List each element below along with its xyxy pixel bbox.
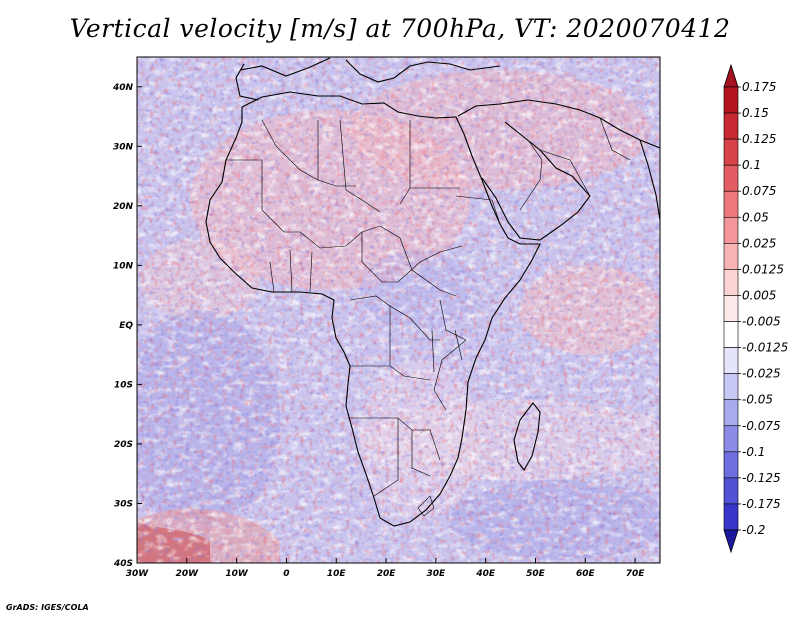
x-tick-label: 0 — [283, 569, 289, 579]
x-tick-label: 70E — [626, 569, 646, 579]
colorbar-label: -0.05 — [742, 393, 773, 407]
x-tick-label: 50E — [526, 569, 546, 579]
colorbar-label: -0.2 — [742, 523, 765, 537]
x-tick-label: 40E — [475, 569, 496, 579]
y-tick-label: 40S — [113, 559, 133, 569]
colorbar-top-arrow — [723, 63, 739, 88]
footer-credit: GrADS: IGES/COLA — [6, 603, 89, 612]
y-tick-label: 20N — [113, 202, 134, 212]
colorbar-label: 0.175 — [742, 80, 776, 94]
y-tick-label: 30N — [113, 142, 134, 152]
colorbar-segment — [723, 321, 739, 348]
colorbar-label: 0.0125 — [742, 262, 784, 276]
colorbar-label: -0.175 — [742, 497, 781, 511]
x-tick-label: 30E — [427, 569, 447, 579]
colorbar: 0.175 0.15 0.125 0.1 0.075 0.05 0.025 0.0125 0.0… — [723, 63, 788, 554]
colorbar-segment — [723, 347, 739, 374]
x-axis: 30W 20W 10W 0 10E 20E 30E 40E 50E 60E 70E — [126, 558, 646, 579]
velocity-field — [137, 57, 660, 563]
y-tick-label: 30S — [114, 499, 133, 509]
colorbar-segment — [723, 477, 739, 505]
colorbar-segment — [723, 269, 739, 296]
y-tick-label: 20S — [114, 440, 133, 450]
colorbar-segment — [723, 451, 739, 479]
colorbar-segment — [723, 295, 739, 322]
y-tick-label: 10N — [113, 261, 134, 271]
colorbar-label: -0.1 — [742, 445, 765, 459]
y-axis: 40S 30S 20S 10S EQ 10N 20N 30N 40N — [112, 83, 142, 569]
x-tick-label: 30W — [126, 569, 150, 579]
colorbar-label: -0.0125 — [742, 341, 788, 355]
colorbar-label: 0.1 — [742, 158, 761, 172]
colorbar-segment — [723, 164, 739, 192]
colorbar-label: 0.125 — [742, 132, 776, 146]
india-coastline — [639, 139, 660, 221]
colorbar-label: 0.025 — [742, 236, 776, 250]
x-tick-label: 20W — [176, 569, 200, 579]
colorbar-segment — [723, 373, 739, 401]
colorbar-segment — [723, 216, 739, 244]
colorbar-segment — [723, 190, 739, 218]
colorbar-label: -0.075 — [742, 419, 781, 433]
map-title: Vertical velocity [m/s] at 700hPa, VT: 2… — [69, 14, 731, 43]
colorbar-label: 0.05 — [742, 210, 769, 224]
colorbar-label: 0.005 — [742, 288, 776, 302]
colorbar-bottom-arrow — [723, 529, 739, 554]
y-tick-label: 40N — [112, 83, 134, 93]
madagascar-coastline — [513, 402, 541, 471]
colorbar-segment — [723, 399, 739, 427]
colorbar-segment — [723, 503, 739, 531]
x-tick-label: 60E — [576, 569, 596, 579]
colorbar-segment — [723, 425, 739, 453]
colorbar-segment — [723, 86, 739, 114]
x-tick-label: 20E — [377, 569, 397, 579]
iberia-coastline — [235, 63, 259, 101]
country-borders — [226, 117, 631, 517]
colorbar-label: -0.125 — [742, 471, 781, 485]
colorbar-segment — [723, 243, 739, 270]
plot-frame — [136, 56, 661, 564]
colorbar-segment — [723, 138, 739, 166]
y-tick-label: EQ — [119, 321, 133, 331]
x-tick-label: 10W — [225, 569, 249, 579]
africa-coastline — [205, 91, 541, 527]
y-tick-label: 10S — [114, 380, 133, 390]
colorbar-label: -0.025 — [742, 367, 781, 381]
colorbar-label: 0.15 — [742, 106, 769, 120]
europe-coastline — [239, 57, 501, 83]
coastlines — [205, 57, 660, 527]
colorbar-segment — [723, 112, 739, 140]
colorbar-label: -0.005 — [742, 315, 781, 329]
colorbar-label: 0.075 — [742, 184, 776, 198]
x-tick-label: 10E — [327, 569, 347, 579]
